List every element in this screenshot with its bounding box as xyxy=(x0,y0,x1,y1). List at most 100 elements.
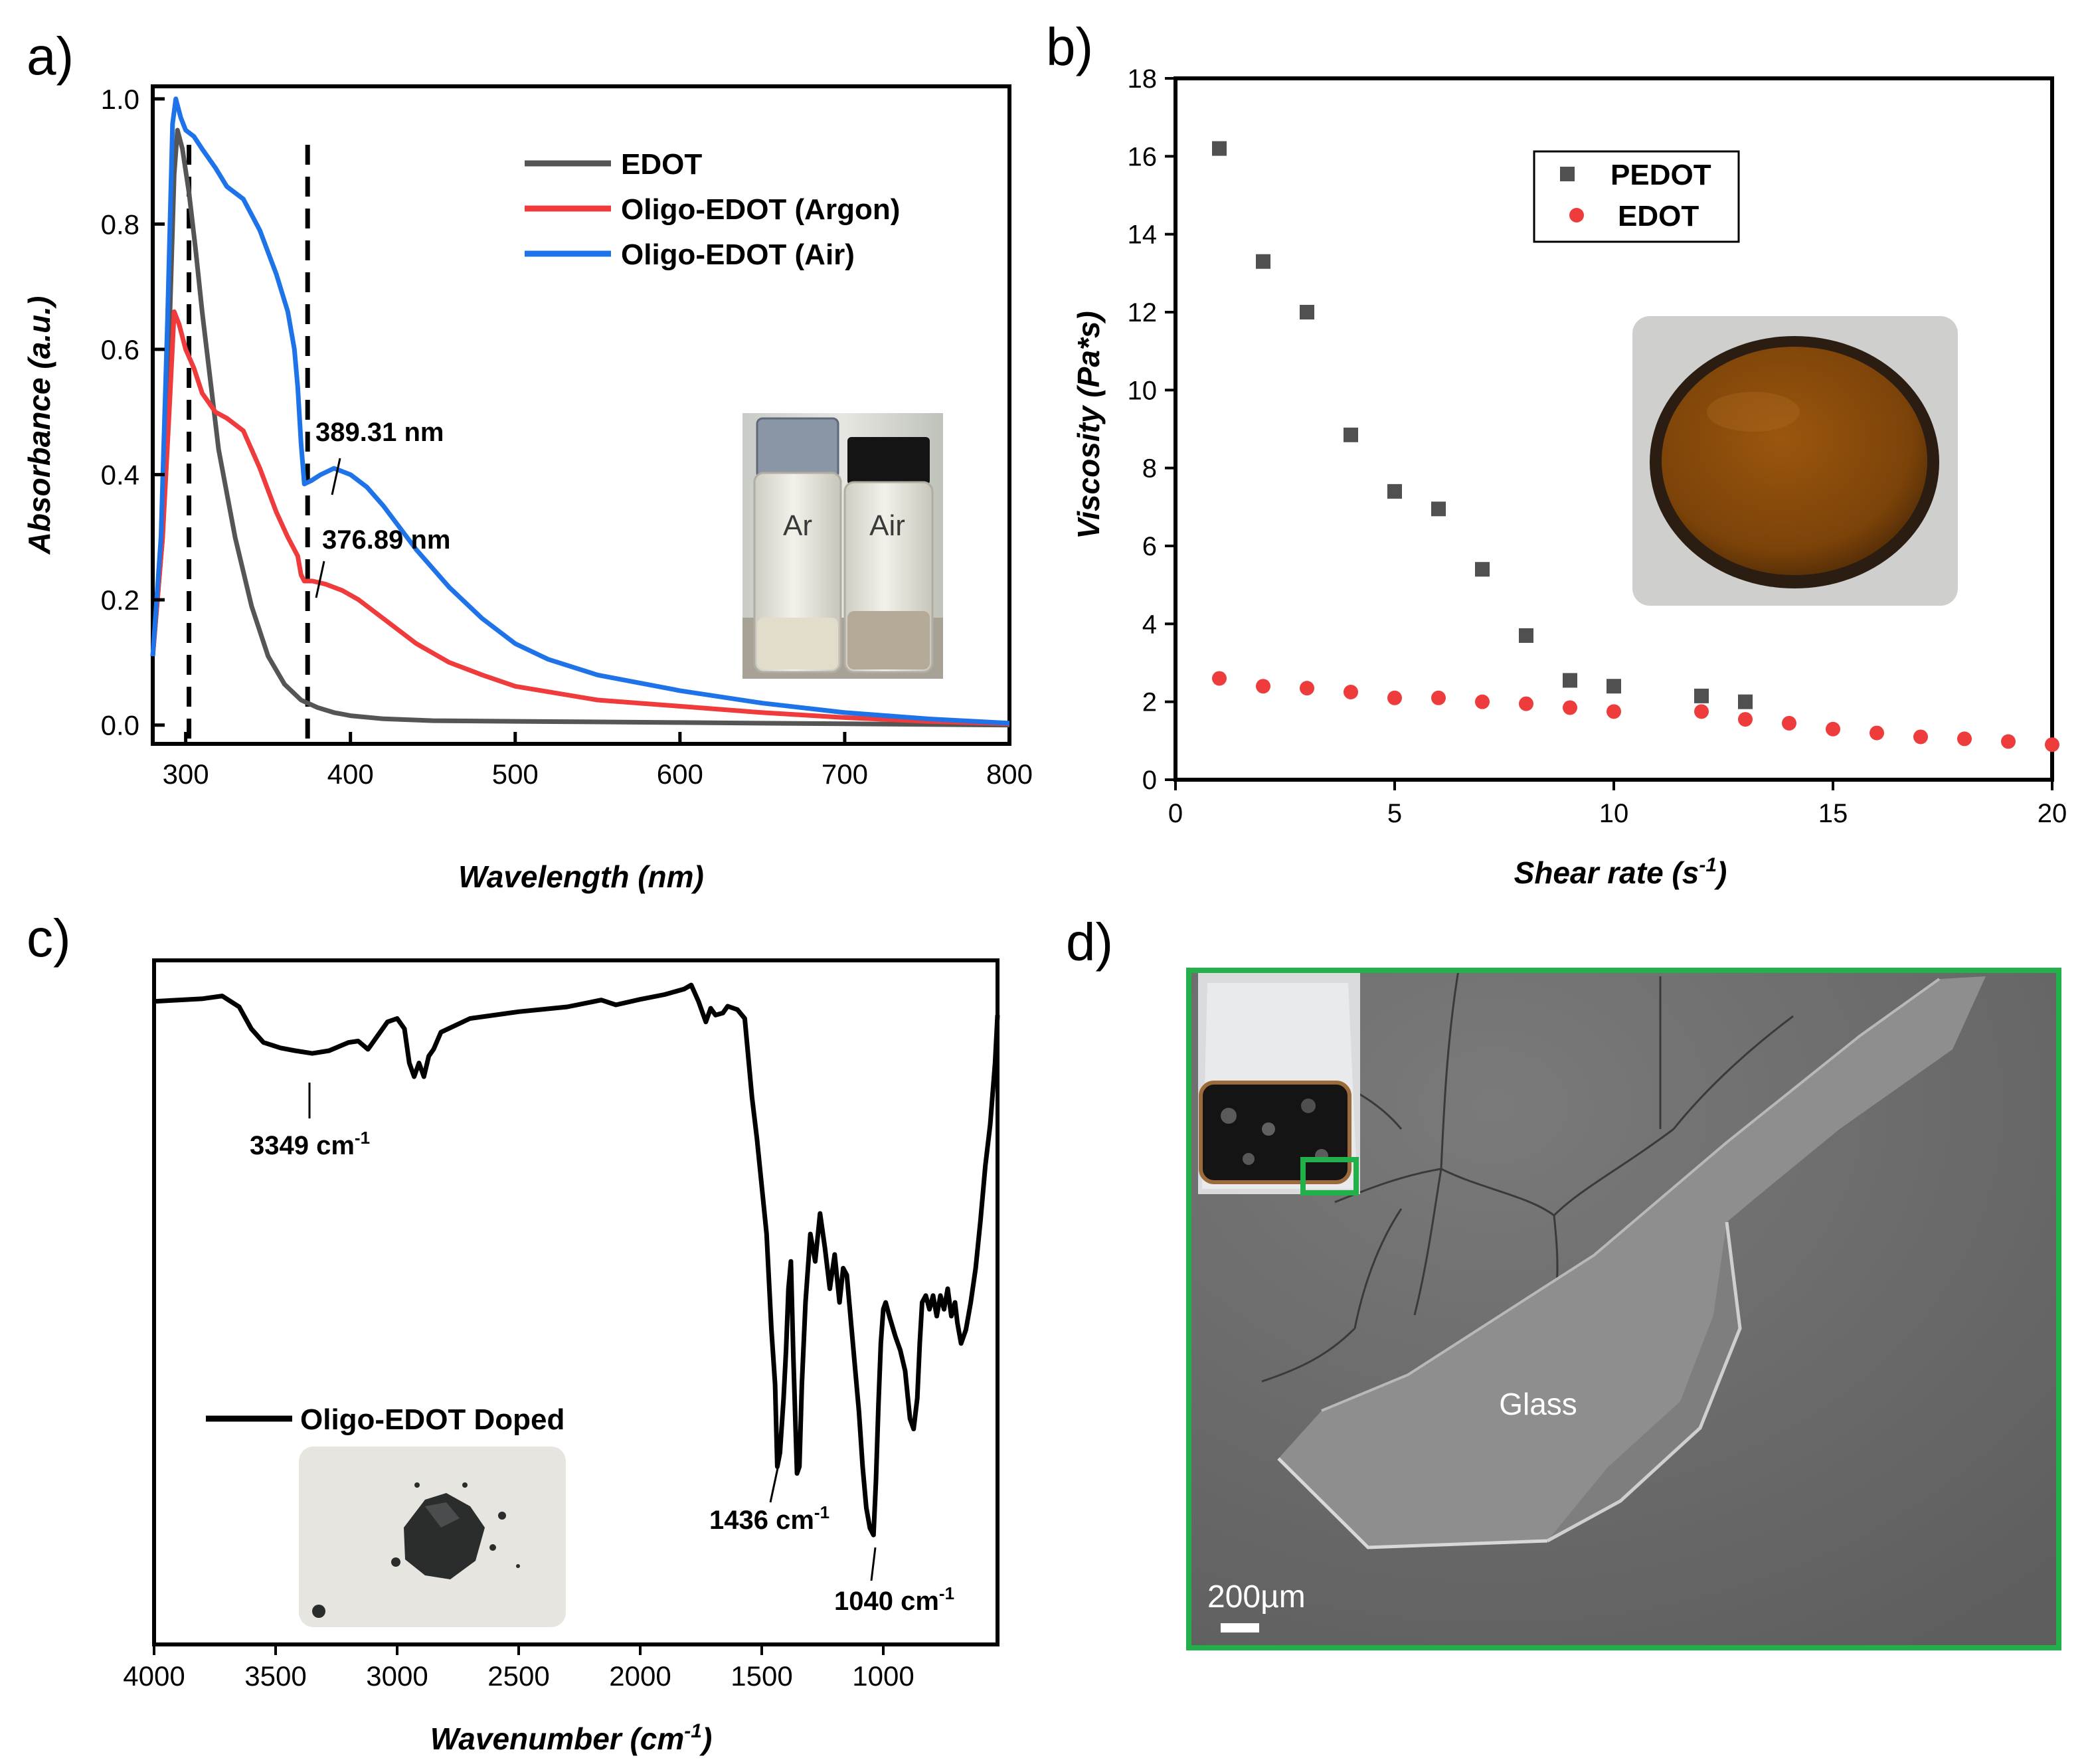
chart-b-xtick-label: 10 xyxy=(1599,799,1629,828)
chart-b-ytick-label: 18 xyxy=(1128,64,1158,94)
sem-frame xyxy=(1186,968,2061,1650)
chart-a-ytick-label: 0.2 xyxy=(101,584,139,616)
legend-label-pedot: PEDOT xyxy=(1610,159,1711,191)
powder-photo-inset xyxy=(299,1447,566,1627)
chart-a-ytick-label: 0.0 xyxy=(101,710,139,741)
panel-b-label: b) xyxy=(1046,17,1093,76)
chart-b-ytick-label: 2 xyxy=(1142,688,1157,717)
legend-label-air: Oligo-EDOT (Air) xyxy=(621,238,855,271)
chart-b-point-edot xyxy=(1344,685,1358,699)
chart-b-point-pedot xyxy=(1607,679,1621,694)
vial-label-air: Air xyxy=(869,509,905,542)
chart-a-ytick-label: 0.6 xyxy=(101,334,139,365)
panel-a: a) 300 400 500 600 700 8000.00.20.40.60.81.0 … xyxy=(22,27,1033,894)
chart-b-point-edot xyxy=(1212,671,1227,686)
chart-a-frame xyxy=(151,84,1011,746)
chart-c-ticks: 4000 3500 3000 2500 2000 1500 1000 xyxy=(123,1644,914,1692)
chart-a-xlabel: Wavelength (nm) xyxy=(458,859,704,894)
chart-c-xtick-label: 2500 xyxy=(487,1660,549,1692)
chart-b-point-pedot xyxy=(1519,628,1533,643)
chart-a-xtick-label: 800 xyxy=(986,758,1033,790)
chart-a-xtick-label: 600 xyxy=(657,758,703,790)
panel-a-label: a) xyxy=(27,27,74,86)
powder-pile xyxy=(404,1493,485,1579)
annotation-1040: 1040 cm-1 xyxy=(834,1583,954,1616)
chart-c-legend: Oligo-EDOT Doped xyxy=(206,1403,565,1436)
chart-c-xlabel: Wavenumber (cm-1) xyxy=(430,1720,713,1756)
chart-a-ytick-label: 1.0 xyxy=(101,84,139,115)
chart-b-point-edot xyxy=(2001,734,2016,749)
chart-b-point-edot xyxy=(1870,725,1884,741)
chart-a-dashed-lines xyxy=(187,145,310,739)
chart-b-point-edot xyxy=(1563,700,1577,715)
vial-ar-cap xyxy=(757,418,838,478)
chart-b-xtick-label: 15 xyxy=(1818,799,1848,828)
chart-a-xtick-label: 300 xyxy=(163,758,209,790)
chart-b-point-edot xyxy=(1431,690,1446,705)
vial-air-cap xyxy=(847,437,930,485)
chart-b-ytick-label: 16 xyxy=(1128,142,1158,171)
chart-b-point-edot xyxy=(1475,694,1490,709)
panel-d: d) Glass 20 xyxy=(1066,913,2061,1650)
chart-c-frame xyxy=(152,958,1000,1646)
sem-thumbnail-highlight-box xyxy=(1300,1157,1359,1195)
chart-b-ytick-label: 8 xyxy=(1142,454,1157,484)
chart-b-xtick-label: 20 xyxy=(2038,799,2067,828)
chart-a-series xyxy=(150,96,1010,728)
chart-c-series-line-0 xyxy=(153,982,1000,1538)
annotation-3349: 3349 cm-1 xyxy=(250,1128,370,1160)
sem-scale-label: 200µm xyxy=(1207,1579,1306,1615)
annotation-1436: 1436 cm-1 xyxy=(709,1502,829,1535)
annotation-1436-leader xyxy=(769,1464,780,1503)
vial-ar-liquid xyxy=(757,618,838,669)
chart-b-ytick-label: 12 xyxy=(1128,298,1158,327)
dish-highlight xyxy=(1707,392,1800,432)
chart-b-xtick-label: 0 xyxy=(1168,799,1183,828)
chart-b-ytick-label: 10 xyxy=(1128,376,1158,405)
chart-b-ticks: 0 5 10 15 20 0 2 4 6 8 10 12 14 16 18 xyxy=(1128,64,2067,828)
legend-label-oligo-doped: Oligo-EDOT Doped xyxy=(300,1403,565,1436)
chart-b-ytick-label: 6 xyxy=(1142,532,1157,561)
vials-photo-inset: Ar Air xyxy=(742,413,943,679)
chart-b-point-pedot xyxy=(1300,305,1314,319)
chart-a-ytick-label: 0.4 xyxy=(101,460,139,491)
chart-b-point-pedot xyxy=(1694,688,1709,703)
legend-marker-pedot xyxy=(1560,167,1575,181)
annotation-1040-leader xyxy=(870,1547,877,1581)
chart-a-series-line-2 xyxy=(150,96,1010,726)
chart-b-point-edot xyxy=(1387,690,1402,705)
chart-b-point-pedot xyxy=(1563,673,1577,688)
chart-b-point-pedot xyxy=(1212,141,1227,156)
chart-b-xlabel: Shear rate (s-1) xyxy=(1514,854,1727,890)
chart-a-xtick-label: 400 xyxy=(327,758,374,790)
chart-b-point-edot xyxy=(1694,704,1709,719)
sem-thumbnail-inset xyxy=(1198,971,1360,1195)
chart-b-point-edot xyxy=(1826,721,1840,737)
chart-b-point-edot xyxy=(1782,715,1796,731)
chart-b-point-edot xyxy=(1300,681,1314,696)
sem-cracks xyxy=(1261,970,1794,1383)
vial-air-liquid xyxy=(847,611,930,669)
sem-thumbnail-film xyxy=(1199,1081,1351,1184)
chart-b-point-pedot xyxy=(1256,254,1270,269)
annotation-376-leader xyxy=(315,561,325,598)
chart-b-point-edot xyxy=(1957,731,1972,747)
chart-b-point-edot xyxy=(1607,704,1621,719)
chart-b-ylabel: Viscosity (Pa*s) xyxy=(1071,311,1106,539)
chart-a-series-line-0 xyxy=(150,128,1010,728)
chart-b-point-pedot xyxy=(1738,694,1753,709)
chart-b-legend: PEDOT EDOT xyxy=(1533,150,1740,243)
chart-c-xtick-label: 3500 xyxy=(244,1660,306,1692)
dish-photo-inset xyxy=(1632,316,1958,606)
chart-b-ytick-label: 14 xyxy=(1128,220,1158,250)
legend-label-argon: Oligo-EDOT (Argon) xyxy=(621,193,900,226)
annotation-389-leader xyxy=(331,458,341,495)
legend-marker-edot xyxy=(1569,208,1584,222)
chart-b-point-pedot xyxy=(1387,484,1402,499)
legend-label-edot-b: EDOT xyxy=(1618,200,1699,232)
chart-b-ytick-label: 4 xyxy=(1142,610,1157,639)
panel-c: c) 4000 3500 3000 2500 2000 1500 1000 Wavenumb… xyxy=(27,909,1000,1756)
chart-a-xtick-label: 500 xyxy=(492,758,539,790)
vial-label-ar: Ar xyxy=(783,509,812,542)
